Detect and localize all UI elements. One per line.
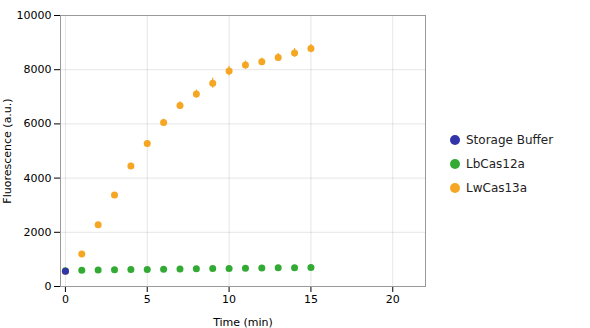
- svg-text:4000: 4000: [24, 172, 52, 185]
- svg-text:0: 0: [45, 280, 52, 293]
- svg-text:Fluorescence (a.u.): Fluorescence (a.u.): [1, 98, 14, 203]
- svg-text:10: 10: [222, 293, 236, 306]
- svg-text:2000: 2000: [24, 226, 52, 239]
- svg-text:20: 20: [386, 293, 400, 306]
- svg-text:5: 5: [144, 293, 151, 306]
- svg-text:15: 15: [304, 293, 318, 306]
- svg-text:0: 0: [62, 293, 69, 306]
- svg-text:Time (min): Time (min): [212, 316, 273, 328]
- svg-text:8000: 8000: [24, 63, 52, 76]
- html-text:LwCas13a: LwCas13a: [466, 181, 528, 195]
- html-text:Storage Buffer: Storage Buffer: [466, 133, 554, 147]
- svg-text:10000: 10000: [17, 9, 52, 22]
- svg-text:6000: 6000: [24, 117, 52, 130]
- html-text:LbCas12a: LbCas12a: [466, 157, 525, 171]
